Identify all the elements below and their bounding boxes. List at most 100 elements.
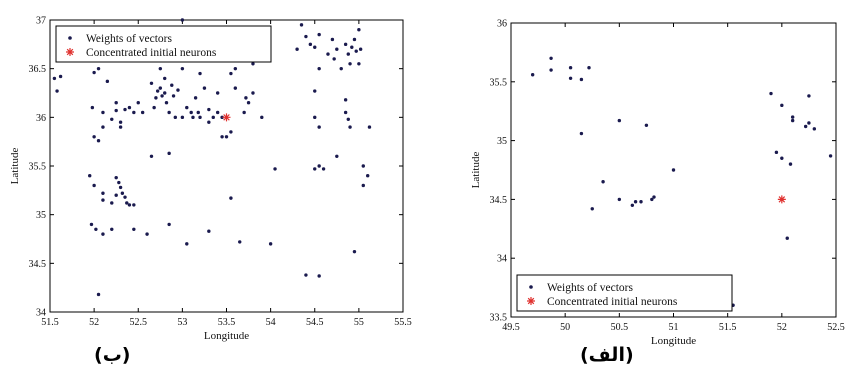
data-point-vector [644,123,649,128]
data-point-vector [313,45,317,49]
data-point-vector [366,174,370,178]
data-point-vector [358,47,363,51]
data-point-vector [343,110,348,115]
data-point-vector [229,130,233,134]
data-point-vector [207,229,211,233]
data-point-vector [105,79,110,84]
data-point-vector [357,62,361,66]
data-point-vector [617,118,622,123]
data-point-vector [185,105,189,110]
data-point-vector [671,168,676,172]
data-point-vector [191,115,195,120]
data-point-vector [90,105,95,110]
data-point-vector [251,91,255,95]
y-tick-label: 36 [497,19,507,30]
data-point-vector [317,125,321,129]
data-point-vector [348,125,352,129]
data-point-vector [549,68,553,72]
data-point-vector [317,66,321,71]
legend-label: Weights of vectors [547,282,633,294]
x-tick-label: 52 [777,322,787,333]
data-point-vector [220,115,224,120]
data-point-vector [352,249,357,254]
data-point-vector [110,227,114,231]
x-tick-label: 55 [354,317,364,328]
data-point-vector [780,103,784,108]
data-point-vector [58,74,63,79]
y-tick-label: 36 [36,113,46,124]
data-point-vector [132,110,136,115]
y-tick-label: 35 [497,136,507,147]
data-point-vector [101,232,105,236]
data-point-vector [163,76,167,81]
data-point-vector [170,83,174,87]
data-point-vector [568,65,573,70]
x-tick-label: 50.5 [611,322,629,333]
data-point-vector [238,240,242,244]
data-point-vector [530,73,535,77]
data-point-vector [260,115,264,120]
data-point-vector [149,154,154,158]
legend-marker-vector [529,285,533,289]
data-point-vector [211,115,215,120]
data-point-vector [352,37,357,42]
data-point-vector [317,274,321,278]
data-point-vector [229,196,233,200]
data-point-vector [96,292,101,297]
data-point-vector [118,120,123,124]
data-point-vector [125,201,129,205]
legend-label: Concentrated initial neurons [86,47,217,59]
data-point-vector [332,57,336,61]
data-point-vector [167,222,171,227]
data-point-vector [96,138,101,143]
data-point-vector [180,66,185,71]
legend-box [55,25,272,63]
data-point-vector [652,195,656,199]
data-point-vector [132,227,136,231]
data-point-vector [343,42,348,47]
data-point-vector [118,125,123,129]
data-point-vector [215,110,220,115]
y-tick-label: 34.5 [490,195,508,206]
data-point-vector [343,98,348,102]
data-point-vector [785,236,789,240]
data-point-vector [101,110,105,115]
data-point-vector [110,201,114,205]
data-point-vector [350,45,354,49]
data-point-vector [346,52,350,56]
data-point-vector [117,180,121,185]
chart-panel-1: 49.5 50 50.5 51 51.5 52 52.5 33.5 34 34.5 35 35.5 36… [470,19,845,348]
data-point-vector [313,115,317,120]
y-tick-label: 34 [36,308,46,319]
y-tick-label: 34 [497,254,507,265]
legend-box [516,274,733,312]
data-point-vector [193,96,198,100]
data-point-vector [114,193,118,197]
x-tick-label: 52.5 [130,317,148,328]
data-point-vector [52,76,57,81]
legend-marker-neuron [66,48,74,56]
chart-panel-0: 51.5 52 52.5 53 53.5 54 54.5 55 55.5 34 34.5 35 35.5… [9,16,412,343]
data-point-vector [769,91,773,96]
y-tick-label: 35 [36,210,46,221]
data-point-vector [196,110,200,115]
data-point-vector [114,108,118,113]
data-point-vector [803,124,808,129]
data-point-vector [233,86,238,90]
x-tick-label: 54.5 [306,317,324,328]
y-tick-label: 35.5 [490,77,508,88]
data-point-vector [807,94,811,98]
data-point-vector [335,47,339,51]
data-point-vector [268,242,273,246]
data-point-vector [180,18,185,22]
data-point-vector [579,131,584,136]
data-point-vector [601,180,605,184]
data-point-vector [828,154,833,158]
data-point-vector [242,110,246,115]
legend-label: Weights of vectors [86,33,172,45]
y-tick-label: 34.5 [29,259,47,270]
data-point-vector [114,101,118,105]
y-tick-label: 35.5 [29,162,47,173]
data-point-vector [587,65,591,70]
data-point-vector [579,77,584,82]
